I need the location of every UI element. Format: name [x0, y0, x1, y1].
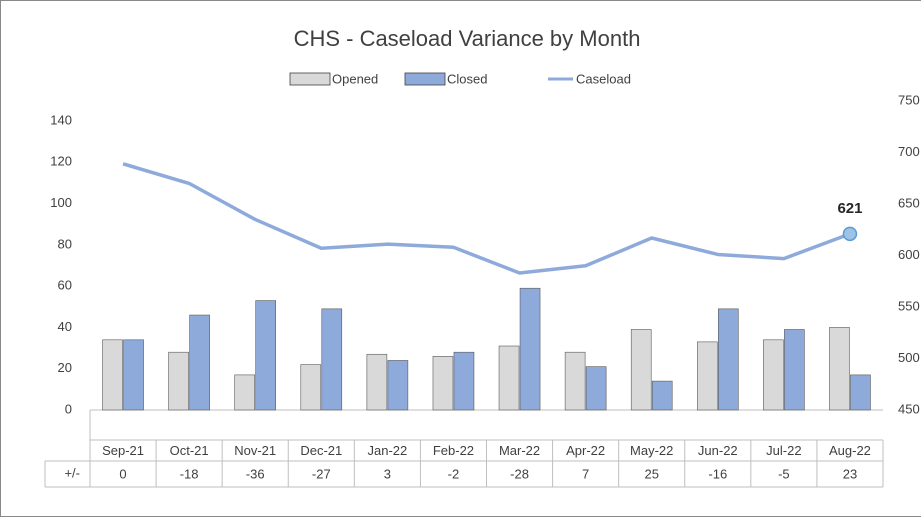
y-tick-label: 0 — [65, 401, 72, 416]
x-tick-label: Jan-22 — [368, 443, 408, 458]
table-cell: -28 — [510, 466, 529, 481]
x-tick-label: May-22 — [630, 443, 673, 458]
table-cell: -18 — [180, 466, 199, 481]
bar — [652, 381, 672, 410]
table-cell: -5 — [778, 466, 790, 481]
x-tick-label: Sep-21 — [102, 443, 144, 458]
y2-tick-label: 500 — [898, 350, 920, 365]
bar — [631, 329, 651, 410]
x-tick-label: Aug-22 — [829, 443, 871, 458]
y-tick-label: 20 — [58, 360, 72, 375]
bar — [499, 346, 519, 410]
x-tick-label: Oct-21 — [170, 443, 209, 458]
table-cell: -2 — [448, 466, 460, 481]
x-tick-label: Nov-21 — [234, 443, 276, 458]
y-tick-label: 120 — [50, 154, 72, 169]
caseload-marker — [843, 227, 856, 240]
bar — [829, 327, 849, 410]
table-cell: -27 — [312, 466, 331, 481]
bar — [190, 315, 210, 410]
bar — [367, 354, 387, 410]
y2-tick-label: 700 — [898, 144, 920, 159]
y2-tick-label: 450 — [898, 401, 920, 416]
x-tick-label: Feb-22 — [433, 443, 474, 458]
legend-swatch — [405, 73, 445, 85]
data-label: 621 — [837, 200, 862, 217]
bar — [565, 352, 585, 410]
bar — [124, 340, 144, 410]
y2-tick-label: 750 — [898, 92, 920, 107]
table-cell: 23 — [843, 466, 857, 481]
x-tick-label: Apr-22 — [566, 443, 605, 458]
table-cell: 3 — [384, 466, 391, 481]
x-tick-label: Jun-22 — [698, 443, 738, 458]
legend-swatch — [290, 73, 330, 85]
table-cell: -16 — [708, 466, 727, 481]
bar — [388, 360, 408, 410]
legend-label: Caseload — [576, 71, 631, 86]
table-cell: 0 — [119, 466, 126, 481]
legend-label: Closed — [447, 71, 487, 86]
y-tick-label: 40 — [58, 319, 72, 334]
table-cell: 25 — [644, 466, 658, 481]
bar — [697, 342, 717, 410]
legend-label: Opened — [332, 71, 378, 86]
y2-tick-label: 650 — [898, 195, 920, 210]
bar — [586, 367, 606, 410]
bar — [433, 356, 453, 410]
y-tick-label: 100 — [50, 195, 72, 210]
bar — [718, 309, 738, 410]
table-cell: 7 — [582, 466, 589, 481]
bar — [850, 375, 870, 410]
bar — [322, 309, 342, 410]
bar — [763, 340, 783, 410]
bar — [235, 375, 255, 410]
bar — [784, 329, 804, 410]
bar — [103, 340, 123, 410]
y2-tick-label: 600 — [898, 247, 920, 262]
bar — [169, 352, 189, 410]
chart-title: CHS - Caseload Variance by Month — [294, 26, 641, 51]
y-tick-label: 80 — [58, 236, 72, 251]
y-tick-label: 140 — [50, 112, 72, 127]
bar — [454, 352, 474, 410]
x-tick-label: Mar-22 — [499, 443, 540, 458]
table-row-label: +/- — [64, 465, 80, 480]
bar — [256, 301, 276, 410]
x-tick-label: Dec-21 — [300, 443, 342, 458]
y2-tick-label: 550 — [898, 298, 920, 313]
bar — [301, 365, 321, 410]
table-cell: -36 — [246, 466, 265, 481]
x-tick-label: Jul-22 — [766, 443, 801, 458]
bar — [520, 288, 540, 410]
y-tick-label: 60 — [58, 278, 72, 293]
